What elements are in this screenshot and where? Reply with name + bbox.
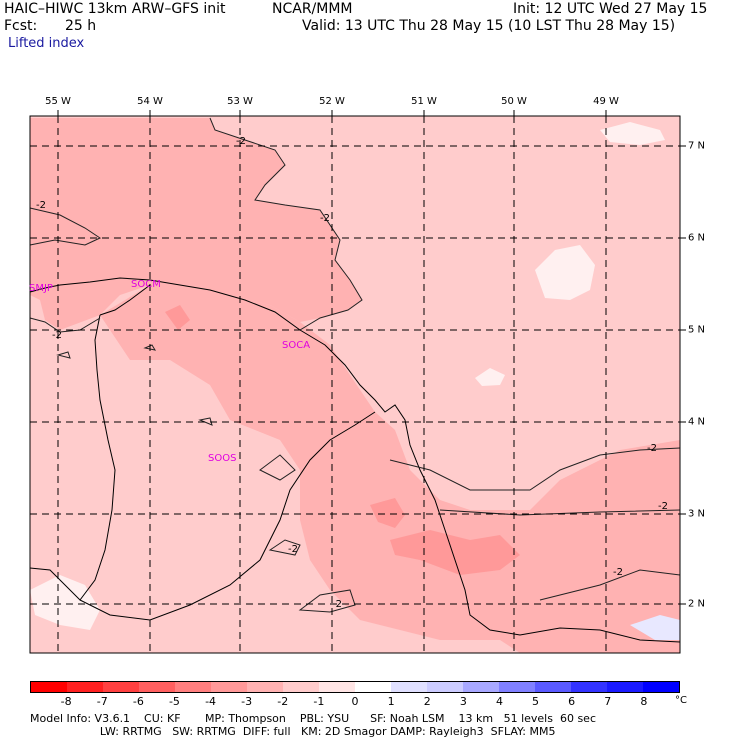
colorbar-segment [355, 682, 391, 692]
contour-label: -2 [236, 136, 246, 147]
model-title: HAIC–HIWC 13km ARW–GFS init [4, 1, 226, 17]
colorbar-tick-label: 8 [640, 695, 648, 708]
contour-label: -2 [332, 599, 342, 610]
colorbar-tick-label: -7 [96, 695, 108, 708]
lat-label: 5 N [688, 324, 706, 336]
colorbar-tick-label: 1 [387, 695, 395, 708]
colorbar-segment [463, 682, 499, 692]
colorbar-tick-label: 2 [423, 695, 431, 708]
init-time: Init: 12 UTC Wed 27 May 15 [513, 1, 708, 17]
footer-line-1: Model Info: V3.6.1 CU: KF MP: Thompson P… [30, 712, 597, 725]
valid-time: Valid: 13 UTC Thu 28 May 15 (10 LST Thu … [302, 18, 676, 34]
colorbar-segment [67, 682, 103, 692]
bluish-patch [630, 615, 680, 640]
fcst-value: 25 h [65, 18, 97, 34]
colorbar-tick-label: 7 [604, 695, 612, 708]
contour-label: -2 [613, 567, 623, 578]
white-patch-2 [475, 368, 505, 386]
colorbar-segment [211, 682, 247, 692]
colorbar-segment [319, 682, 355, 692]
border-brazil-north [79, 411, 376, 621]
colorbar-tick-label: -6 [132, 695, 144, 708]
colorbar-segment [139, 682, 175, 692]
colorbar-segment [103, 682, 139, 692]
border-guyana-suriname [29, 314, 116, 601]
colorbar-tick-label: 3 [459, 695, 467, 708]
lon-label: 49 W [593, 96, 619, 107]
colorbar-segment [175, 682, 211, 692]
colorbar-tick-label: -1 [313, 695, 325, 708]
colorbar-segment [607, 682, 643, 692]
lon-label: 55 W [45, 96, 71, 107]
colorbar-tick-label: -3 [241, 695, 253, 708]
colorbar-tick-label: -5 [168, 695, 180, 708]
darker-region-guiana [100, 285, 375, 470]
lon-label: 52 W [319, 96, 345, 107]
dark-spot-2 [370, 498, 405, 528]
contour-label: -2 [52, 330, 62, 341]
lon-label: 53 W [227, 96, 253, 107]
station-label: SOCA [282, 340, 311, 351]
colorbar [30, 681, 680, 693]
lat-lon-grid [30, 116, 680, 653]
colorbar-segment [643, 682, 679, 692]
border-suriname-guiana [99, 284, 151, 316]
colorbar-tick-label: 4 [495, 695, 503, 708]
field-name: Lifted index [8, 36, 85, 51]
station-label: SOCM [131, 279, 161, 290]
white-patch-4 [30, 575, 100, 630]
white-patch-3 [600, 122, 665, 145]
contour-label: -2 [658, 501, 668, 512]
white-patch-1 [535, 245, 595, 300]
colorbar-segment [391, 682, 427, 692]
fcst-label: Fcst: [4, 18, 38, 34]
lat-label: 7 N [688, 140, 706, 152]
footer-line-2: LW: RRTMG SW: RRTMG DIFF: full KM: 2D Sm… [30, 725, 556, 738]
lat-label: 3 N [688, 508, 706, 520]
colorbar-tick-label: 5 [532, 695, 540, 708]
dark-spot-3 [165, 305, 190, 330]
lon-label: 54 W [137, 96, 163, 107]
contour-label: -2 [288, 544, 298, 555]
org-label: NCAR/MMM [272, 1, 353, 17]
dark-spot-1 [390, 530, 520, 575]
lon-label: 51 W [411, 96, 437, 107]
colorbar-segment [571, 682, 607, 692]
lat-label: 4 N [688, 416, 706, 428]
colorbar-tick-label: 0 [351, 695, 359, 708]
colorbar-tick-label: -4 [205, 695, 217, 708]
lat-label: 2 N [688, 598, 706, 610]
colorbar-segment [283, 682, 319, 692]
lon-label: 50 W [501, 96, 527, 107]
colorbar-unit: °C [675, 695, 687, 706]
contour-label: -2 [36, 200, 46, 211]
colorbar-segment [499, 682, 535, 692]
colorbar-segment [427, 682, 463, 692]
colorbar-tick-label: 6 [568, 695, 576, 708]
station-label: SOOS [208, 453, 237, 464]
darker-region-amapa [300, 412, 680, 653]
colorbar-segment [247, 682, 283, 692]
station-label: SMJP [29, 283, 53, 294]
map-frame [29, 115, 681, 654]
colorbar-segment [535, 682, 571, 692]
colorbar-tick-label: -8 [60, 695, 72, 708]
coastline [29, 277, 681, 643]
colorbar-segment [31, 682, 67, 692]
lat-label: 6 N [688, 232, 706, 244]
contour-label: -2 [647, 443, 657, 454]
tick-marks [57, 110, 686, 605]
colorbar-tick-label: -2 [277, 695, 289, 708]
contour-label: -2 [320, 213, 330, 224]
